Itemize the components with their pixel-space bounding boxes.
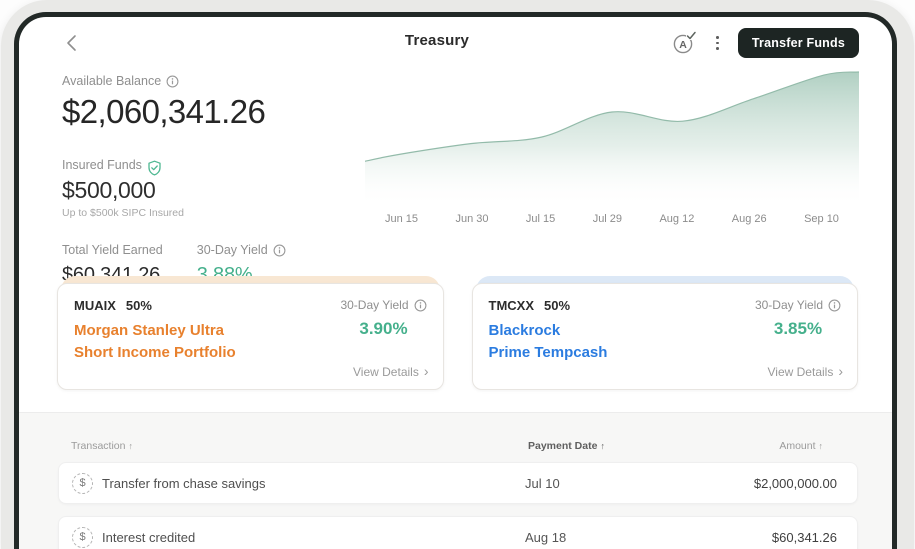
back-button[interactable]	[63, 33, 81, 53]
transactions-section: Transaction Payment Date Amount Transfer…	[19, 412, 892, 549]
transaction-date: Aug 18	[525, 529, 567, 545]
view-details-link[interactable]: View Details	[353, 365, 428, 379]
fund-ticker: TMCXX	[488, 298, 535, 313]
yield-stats-row: Total Yield Earned $60,341.26 30-Day Yie…	[62, 243, 352, 287]
svg-text:A: A	[679, 39, 687, 51]
fund-yield-label: 30-Day Yield	[340, 298, 409, 312]
x-tick: Jul 15	[525, 213, 556, 225]
auto-approve-icon[interactable]: A	[671, 31, 698, 55]
insured-funds-label: Insured Funds	[62, 158, 142, 172]
x-tick: Aug 26	[731, 213, 767, 225]
sort-payment-date[interactable]: Payment Date	[528, 440, 728, 452]
transactions-list: Transfer from chase savings Jul 10 $2,00…	[58, 462, 858, 549]
transfer-funds-button[interactable]: Transfer Funds	[737, 28, 859, 58]
x-tick: Aug 12	[659, 213, 695, 225]
fund-yield-value: 3.85%	[773, 319, 823, 338]
insured-funds-block: Insured Funds $500,000 Up to $500k SIPC …	[62, 154, 352, 219]
chart-x-axis: Jun 15 Jun 30 Jul 15 Jul 29 Aug 12 Aug 2…	[365, 213, 859, 225]
transaction-description: Interest credited	[102, 529, 196, 545]
dollar-circle-icon	[72, 526, 93, 548]
available-balance-value: $2,060,341.26	[62, 93, 266, 130]
info-icon[interactable]	[828, 299, 841, 312]
transaction-row[interactable]: Transfer from chase savings Jul 10 $2,00…	[58, 462, 858, 504]
x-tick: Jun 30	[455, 213, 489, 225]
total-yield-label: Total Yield Earned	[62, 243, 163, 257]
fund-card-muaix[interactable]: MUAIX 50% Morgan Stanley Ultra Short Inc…	[57, 276, 444, 390]
fund-allocation: 50%	[544, 298, 571, 313]
transaction-date: Jul 10	[525, 475, 560, 491]
chevron-left-icon	[67, 35, 76, 51]
chevron-right-icon	[838, 365, 843, 379]
transaction-description: Transfer from chase savings	[102, 475, 266, 491]
fund-yield-value: 3.90%	[359, 319, 408, 338]
insured-funds-note: Up to $500k SIPC Insured	[62, 207, 184, 219]
fund-yield-block: 30-Day Yield 3.85%	[755, 298, 841, 339]
shield-check-icon	[148, 160, 161, 176]
fund-yield-block: 30-Day Yield 3.90%	[340, 298, 426, 339]
fund-allocation: 50%	[125, 298, 152, 313]
sort-asc-icon	[128, 440, 133, 452]
sort-amount[interactable]: Amount	[728, 440, 823, 452]
sort-transaction[interactable]: Transaction	[71, 440, 528, 452]
fund-name: Blackrock Prime Tempcash	[488, 322, 608, 361]
x-tick: Sep 10	[804, 213, 839, 225]
fund-ticker: MUAIX	[74, 298, 116, 313]
transaction-amount: $60,341.26	[771, 529, 837, 545]
fund-cards-row: MUAIX 50% Morgan Stanley Ultra Short Inc…	[57, 276, 858, 390]
kebab-menu-icon[interactable]	[712, 34, 723, 52]
x-tick: Jun 15	[385, 213, 419, 225]
info-icon[interactable]	[414, 299, 427, 312]
topbar-actions: A Transfer Funds	[671, 28, 859, 58]
thirty-day-yield-label: 30-Day Yield	[196, 243, 268, 257]
available-balance-label: Available Balance	[62, 74, 162, 88]
available-balance-label-row: Available Balance	[62, 74, 352, 88]
fund-name: Morgan Stanley Ultra Short Income Portfo…	[74, 322, 236, 361]
transaction-amount: $2,000,000.00	[753, 475, 837, 491]
stats-panel: Available Balance $2,060,341.26 Insured …	[62, 74, 352, 287]
sort-asc-icon	[819, 440, 824, 452]
fund-card-tmcxx[interactable]: TMCXX 50% Blackrock Prime Tempcash 30-Da…	[471, 276, 858, 390]
view-details-link[interactable]: View Details	[768, 365, 843, 379]
dollar-circle-icon	[72, 472, 93, 494]
fund-yield-label: 30-Day Yield	[754, 298, 823, 312]
page-title: Treasury	[404, 32, 470, 49]
sort-asc-icon	[600, 440, 605, 452]
info-icon[interactable]	[166, 75, 179, 88]
app-screen: Treasury A Transfer Funds Available Bala…	[14, 12, 897, 549]
transactions-header: Transaction Payment Date Amount	[19, 413, 892, 462]
transaction-row[interactable]: Interest credited Aug 18 $60,341.26	[58, 516, 858, 549]
top-bar: Treasury A Transfer Funds	[19, 17, 892, 65]
info-icon[interactable]	[273, 244, 286, 257]
insured-funds-value: $500,000	[62, 177, 156, 203]
x-tick: Jul 29	[592, 213, 623, 225]
balance-area-chart	[365, 67, 859, 207]
chevron-right-icon	[424, 365, 429, 379]
